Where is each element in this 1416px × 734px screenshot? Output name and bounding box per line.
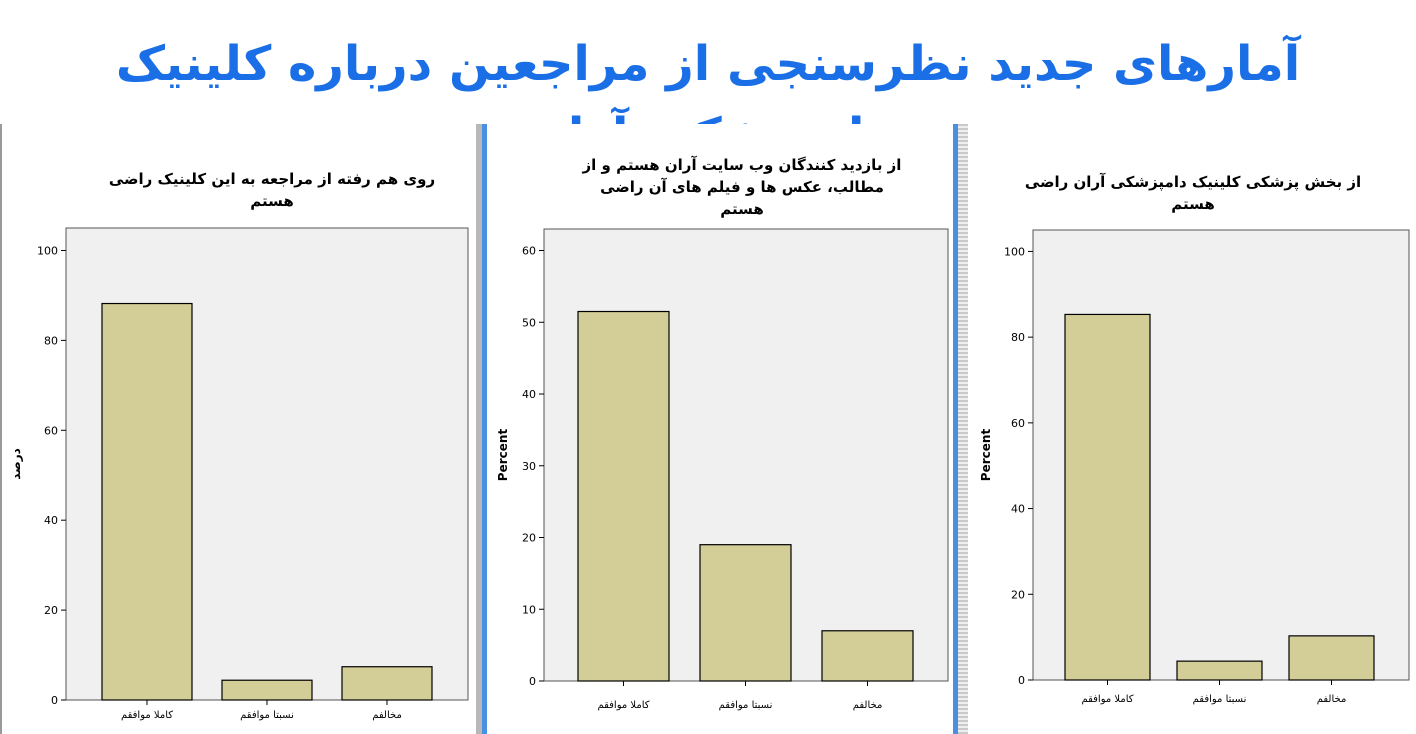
y-tick-label: 40 [44,514,58,527]
y-tick-label: 100 [37,244,58,257]
y-tick-label: 60 [522,245,536,258]
y-tick-label: 20 [522,532,536,545]
category-label: نسبتا موافقم [240,710,294,721]
bar [1064,313,1151,681]
y-tick-label: 20 [1011,588,1025,601]
chart-panel-medical: از بخش پزشکی کلینیک دامپزشکی آران راضی ه… [968,124,1416,734]
panel-divider-left [476,124,487,734]
bar [821,630,914,682]
y-tick-label: 60 [44,424,58,437]
bar [1288,635,1375,681]
chart-svg: 0 20 40 60 80 100 كاملا موافقم نسبتا موافقم مخال… [9,227,469,721]
category-label: مخالفم [853,700,883,711]
y-tick-label: 0 [51,694,58,707]
y-tick-label: 80 [44,334,58,347]
y-tick-label: 100 [1004,245,1025,258]
panel-divider-right [953,124,968,734]
y-tick-label: 30 [522,460,536,473]
bar [101,302,193,701]
y-tick-label: 0 [1018,674,1025,687]
bar [577,310,670,682]
bar [341,666,433,701]
chart-panel-website: از بازدید کنندگان وب سایت آران هستم و از… [487,124,953,734]
y-tick-label: 60 [1011,417,1025,430]
y-axis-label: درصد [9,448,23,480]
y-axis-label: Percent [979,429,993,482]
bar [1176,660,1263,681]
chart-title: از بخش پزشکی کلینیک دامپزشکی آران راضی ه… [1024,173,1362,213]
chart-panel-overall: روی هم رفته از مراجعه به این کلینیک راضی… [2,124,476,734]
category-label: كاملا موافقم [1081,694,1133,705]
chart-title: از بازدید کنندگان وب سایت آران هستم و از… [582,156,902,218]
category-label: مخالفم [1317,694,1347,705]
chart-svg: 0 20 40 60 80 100 كاملا موافقم نسبتا موافقم مخال… [979,229,1410,705]
category-label: كاملا موافقم [597,700,649,711]
panel-border [0,124,2,734]
chart-title: روی هم رفته از مراجعه به این کلینیک راضی… [108,170,436,210]
category-label: مخالفم [372,710,402,721]
y-tick-label: 20 [44,604,58,617]
bar [221,679,313,701]
y-axis-label: Percent [496,429,510,482]
y-tick-label: 50 [522,316,536,329]
y-tick-label: 10 [522,603,536,616]
category-label: نسبتا موافقم [719,700,773,711]
y-tick-label: 80 [1011,331,1025,344]
category-label: كاملا موافقم [121,710,173,721]
category-label: نسبتا موافقم [1193,694,1247,705]
y-tick-label: 40 [522,388,536,401]
page-title: آمارهای جدید نظرسنجی از مراجعین درباره ک… [115,36,1301,164]
y-tick-label: 40 [1011,503,1025,516]
bar [699,544,792,682]
y-tick-label: 0 [529,675,536,688]
chart-svg: 0 10 20 30 40 50 60 كاملا موافقم نسبتا موافقم مخا… [496,228,949,711]
